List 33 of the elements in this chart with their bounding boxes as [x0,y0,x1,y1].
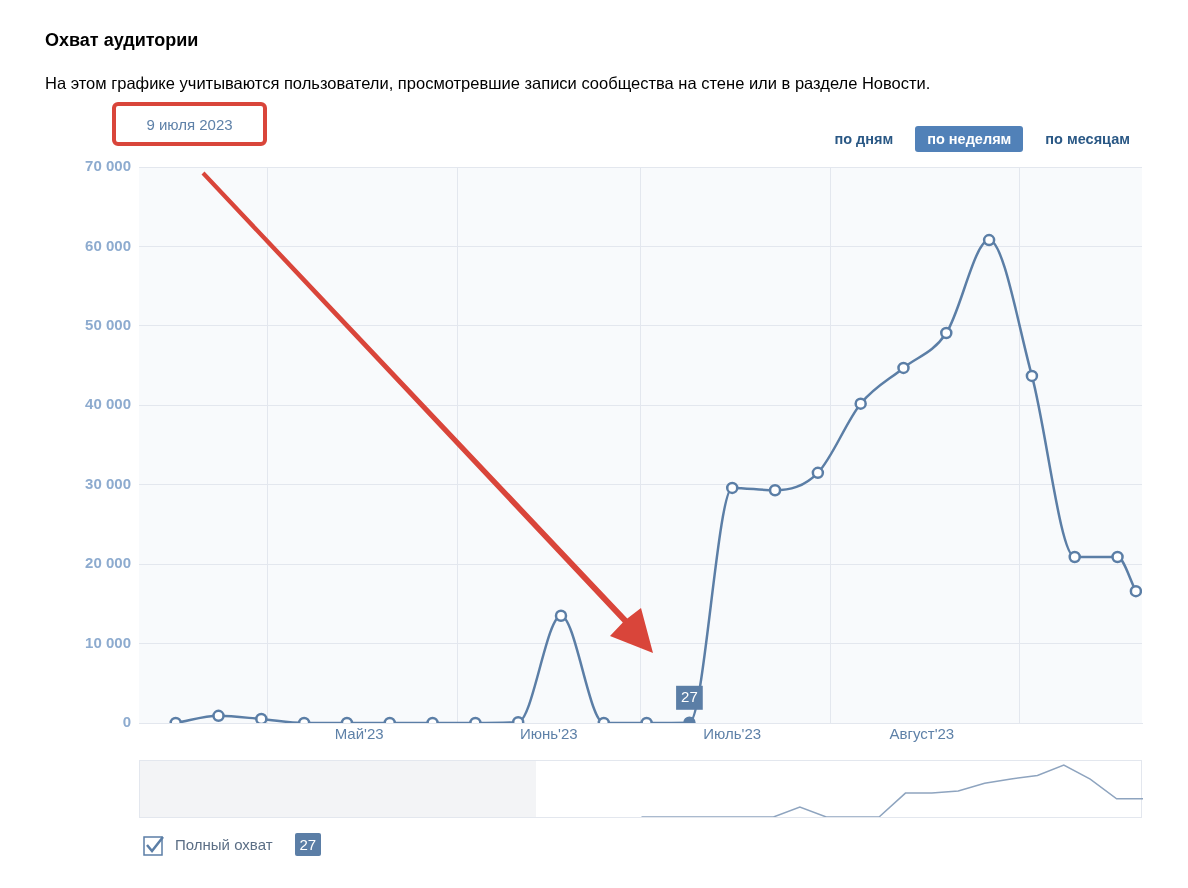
point [1068,550,1081,564]
point [940,326,953,340]
point [768,484,782,497]
x-tick-label: Август'23 [889,725,955,743]
y-tick-label: 10 000 [85,633,131,651]
point [1111,550,1124,564]
y-tick-label: 70 000 [85,157,131,175]
point [1025,369,1039,383]
y-tick-label: 20 000 [85,554,131,572]
legend-label: Полный охват [175,836,273,853]
chart-subtitle: На этом графике учитываются пользователи, просмотревшие записи сообщества на стене или в разделе Новости. [45,74,931,93]
y-tick-label: 40 000 [85,395,131,413]
y-tick-label: 60 000 [85,236,131,254]
point [854,397,867,410]
x-tick-label: Май'23 [334,725,384,743]
point [255,712,268,723]
text: по неделям [915,126,1024,152]
text: 27 [294,833,322,856]
y-tick-label: 30 000 [85,474,131,492]
y-tick-label: 0 [122,713,131,731]
point [982,233,996,247]
point [1129,584,1142,598]
chart-title: Охват аудитории [45,30,199,51]
data-label: 27 [681,687,698,705]
x-tick-label: Июль'23 [703,725,762,743]
text: по дням [833,130,895,149]
text: 9 июля 2023 [112,102,267,146]
y-tick-label: 50 000 [85,316,131,333]
point [811,466,825,480]
point [725,481,739,495]
x-tick-label: Июнь'23 [519,725,578,743]
point [897,361,910,375]
text: по месяцам [1044,130,1131,149]
